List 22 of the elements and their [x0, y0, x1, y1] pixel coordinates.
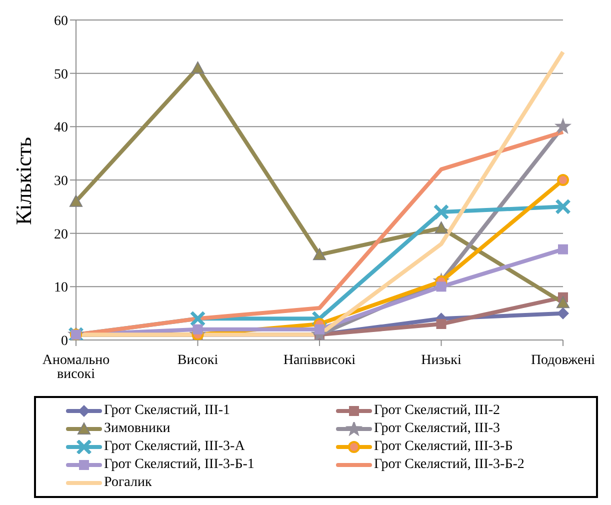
y-tick-label: 50	[54, 67, 68, 82]
legend-label: Грот Скелястий, ІІІ-3-А	[104, 438, 245, 456]
legend-label: Зимовники	[104, 420, 170, 438]
legend-label: Грот Скелястий, ІІІ-1	[104, 402, 230, 420]
legend-label: Грот Скелястий, ІІІ-3-Б-1	[104, 456, 254, 474]
y-tick-label: 40	[54, 120, 68, 136]
y-tick-label: 60	[54, 14, 68, 29]
legend-label: Грот Скелястий, ІІІ-3-Б-2	[374, 456, 524, 474]
y-tick-label: 10	[54, 280, 68, 296]
x-tick-label: Напіввисокі	[283, 352, 356, 368]
x-tick-label: Подовжені	[530, 352, 596, 368]
y-axis-title: Кількість	[10, 136, 36, 225]
legend-label: Грот Скелястий, ІІІ-2	[374, 402, 500, 420]
y-tick-label: 30	[54, 174, 68, 189]
legend-label: Рогалик	[104, 474, 152, 492]
x-tick-label: Високі	[177, 352, 218, 368]
legend-label: Грот Скелястий, ІІІ-3-Б	[374, 438, 513, 456]
y-tick-label: 0	[61, 334, 68, 349]
x-tick-label: Низькі	[421, 352, 462, 368]
y-tick-label: 20	[54, 227, 68, 242]
x-tick-label: Аномально високі	[42, 352, 110, 382]
legend-label: Грот Скелястий, ІІІ-3	[374, 420, 500, 438]
